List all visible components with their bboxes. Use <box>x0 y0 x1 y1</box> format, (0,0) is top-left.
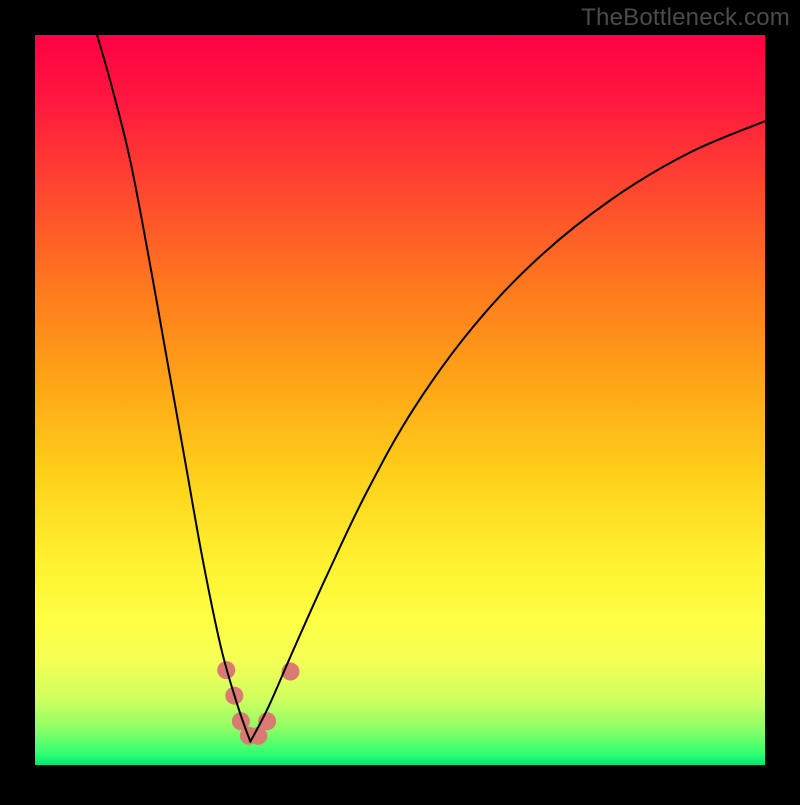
outer-frame: TheBottleneck.com <box>0 0 800 800</box>
plot-background <box>35 35 765 765</box>
watermark-text: TheBottleneck.com <box>581 4 790 32</box>
chart-svg <box>0 0 800 800</box>
